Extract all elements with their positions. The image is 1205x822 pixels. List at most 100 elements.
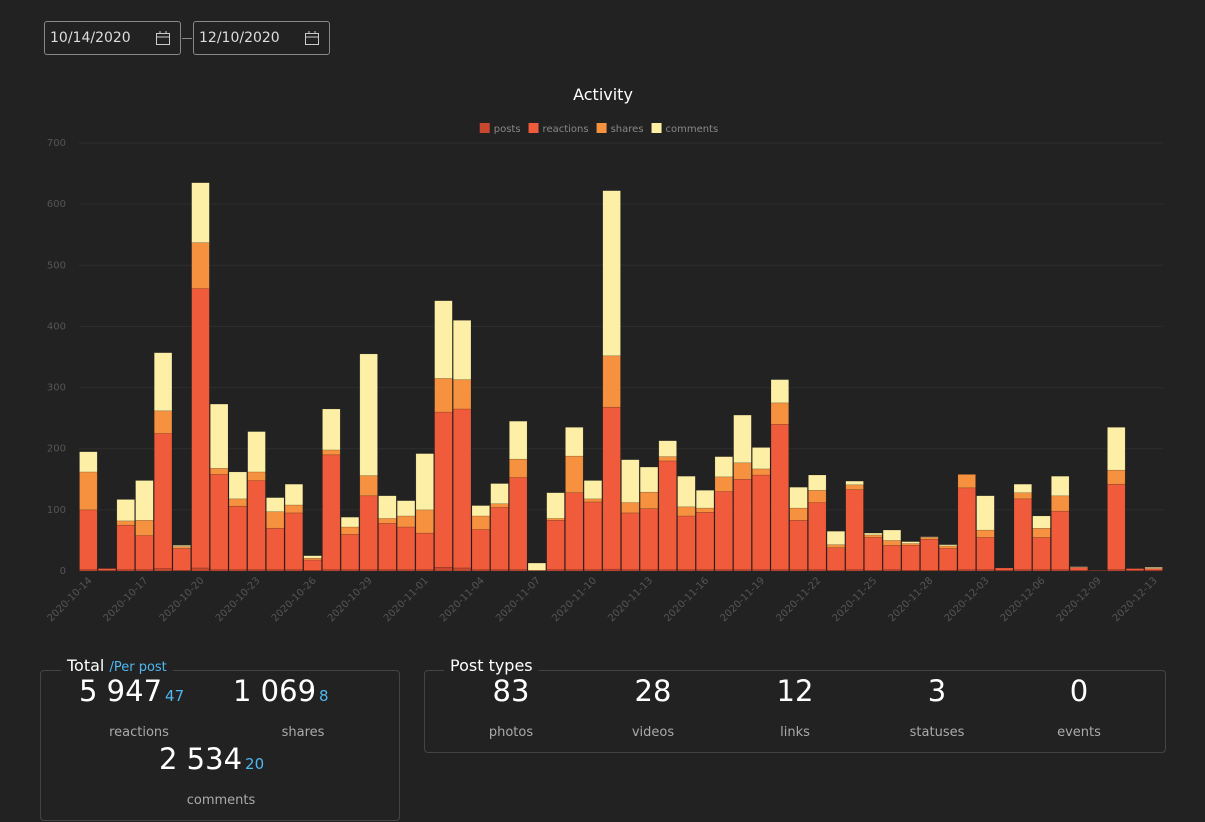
bar-segment [172, 545, 191, 547]
bar-segment [116, 524, 135, 571]
bar-segment [733, 479, 752, 571]
bar-segment [135, 520, 154, 536]
bar-segment [396, 500, 416, 517]
value: 2 534 [159, 742, 243, 776]
bar-segment [565, 427, 584, 457]
bar-segment [901, 545, 920, 571]
per-post: 8 [319, 687, 329, 705]
bar-segment [1013, 483, 1032, 493]
start-date: 10/14/2020 [50, 30, 131, 46]
bar-segment [471, 505, 490, 517]
bar-segment [733, 462, 752, 480]
bar-segment [770, 424, 789, 571]
bar-segment [976, 495, 995, 531]
bar-segment [714, 491, 733, 571]
bar-segment [1144, 567, 1163, 569]
bar-segment [639, 508, 659, 571]
x-tick-label: 2020-10-14 [46, 575, 95, 624]
bar-segment [378, 523, 397, 571]
bar-segment [808, 474, 827, 491]
bar-segment [1088, 570, 1107, 572]
bar-segment [770, 402, 789, 425]
bar-segment [527, 562, 546, 571]
end-date-input[interactable]: 12/10/2020 [193, 21, 330, 55]
bar-segment [135, 535, 154, 571]
x-tick-label: 2020-10-26 [270, 575, 319, 624]
bar-segment [938, 544, 958, 547]
start-date-input[interactable]: 10/14/2020 [44, 21, 181, 55]
bar-segment [565, 492, 584, 571]
bar-segment [696, 512, 715, 571]
calendar-icon[interactable] [304, 30, 320, 46]
end-date: 12/10/2020 [199, 30, 280, 46]
bar-segment [1125, 568, 1145, 571]
bar-segment [1069, 567, 1088, 571]
bar-segment [1013, 498, 1032, 571]
bar-segment [789, 520, 808, 571]
bar-segment [583, 498, 603, 503]
bar-segment [546, 492, 565, 519]
bar-segment [789, 507, 808, 521]
bar-segment [864, 534, 883, 538]
bar-segment [677, 506, 696, 517]
calendar-icon[interactable] [155, 30, 171, 46]
bar-segment [303, 559, 322, 571]
bar-segment [79, 471, 98, 511]
bar-segment [116, 520, 135, 526]
range-dash [182, 38, 192, 39]
bar-segment [602, 355, 621, 408]
y-tick-label: 100 [47, 505, 66, 516]
bar-segment [453, 320, 472, 380]
x-tick-label: 2020-12-06 [999, 575, 1048, 624]
bar-segment [639, 466, 659, 493]
bar-segment [154, 410, 173, 434]
totals-panel: Total /Per post 5 947 47 reactions 1 069 8… [40, 657, 400, 821]
bar-segment [340, 569, 360, 572]
bar-segment [957, 474, 976, 489]
post-type-label: photos [488, 725, 534, 740]
x-tick-label: 2020-11-10 [550, 575, 599, 624]
bar-segment [247, 431, 266, 473]
bar-segment [789, 486, 808, 509]
bar-segment [434, 300, 453, 379]
bar-segment [920, 537, 939, 540]
bar-segment [1013, 492, 1032, 500]
bar-segment [434, 567, 453, 572]
post-types-title: Post types [444, 657, 539, 675]
bar-segment [826, 544, 846, 549]
bar-segment [303, 557, 322, 561]
bar-segment [602, 190, 621, 357]
x-tick-label: 2020-11-01 [382, 575, 431, 624]
bar-segment [808, 502, 827, 571]
bar-segment [1107, 469, 1126, 485]
bar-segment [378, 495, 397, 519]
x-tick-label: 2020-11-04 [438, 575, 487, 624]
bar-segment [845, 489, 864, 571]
bar-segment [490, 503, 509, 508]
bar-segment [733, 414, 752, 464]
value: 1 069 [233, 674, 317, 708]
y-tick-label: 600 [47, 199, 66, 210]
bar-segment [322, 449, 341, 456]
post-type-count: 12 [776, 674, 814, 708]
bar-segment [602, 406, 621, 570]
bar-segment [1032, 527, 1051, 538]
bar-segment [920, 536, 939, 538]
bar-segment [696, 507, 715, 513]
bar-segment [752, 447, 771, 470]
y-tick-label: 0 [60, 566, 66, 577]
x-tick-label: 2020-12-03 [943, 575, 992, 624]
x-tick-label: 2020-10-17 [102, 575, 151, 624]
legend-swatch [479, 123, 490, 133]
bar-segment [1051, 475, 1070, 497]
bar-segment [509, 458, 528, 478]
post-types-panel: Post types 83 photos 28 videos 12 links 3 statu… [424, 657, 1166, 753]
bar-segment [864, 537, 883, 571]
bar-segment [1051, 569, 1070, 572]
comments-total: 2 534 20 [159, 743, 264, 780]
bar-segment [714, 456, 733, 478]
bar-segment [957, 569, 976, 572]
bar-segment [210, 403, 229, 469]
bar-segment [471, 529, 490, 571]
bar-segment [920, 538, 939, 571]
